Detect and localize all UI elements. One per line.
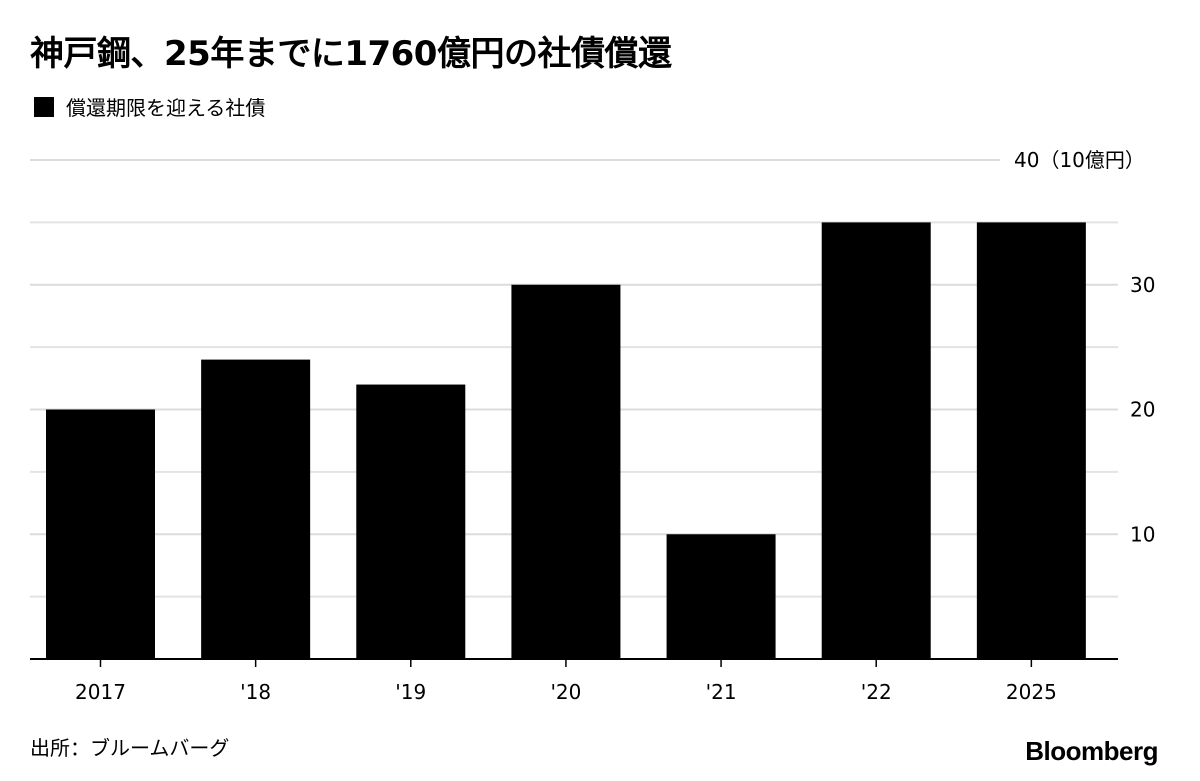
- legend-label: 償還期限を迎える社債: [66, 96, 266, 120]
- x-tick-label: '21: [706, 680, 737, 704]
- x-tick-label: '20: [550, 680, 581, 704]
- y-tick-label: 30: [1130, 273, 1155, 297]
- y-tick-label: 40（10億円）: [1014, 148, 1145, 172]
- x-tick-label: '19: [395, 680, 426, 704]
- bar: [46, 409, 155, 659]
- bar: [201, 359, 311, 659]
- y-tick-label: 10: [1130, 522, 1155, 546]
- x-tick-label: '22: [861, 680, 892, 704]
- x-tick-label: '18: [240, 680, 271, 704]
- legend: 償還期限を迎える社債: [34, 92, 265, 121]
- bar: [356, 384, 466, 659]
- bar: [511, 284, 621, 659]
- legend-swatch: [34, 96, 54, 117]
- bar: [666, 534, 776, 659]
- x-tick-label: 2017: [75, 680, 126, 704]
- bloomberg-logo: Bloomberg: [1025, 736, 1158, 766]
- x-tick-label: 2025: [1006, 680, 1057, 704]
- source-note: 出所：ブルームバーグ: [30, 736, 230, 760]
- y-tick-label: 20: [1130, 398, 1155, 422]
- chart-title: 神戸鋼、25年までに1760億円の社債償還: [30, 34, 672, 74]
- bar: [976, 222, 1086, 659]
- bar: [821, 222, 931, 659]
